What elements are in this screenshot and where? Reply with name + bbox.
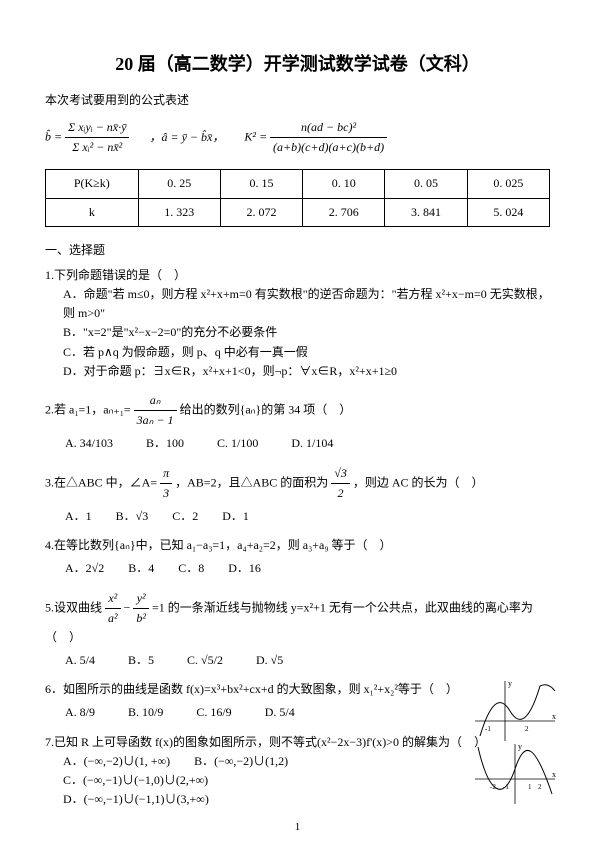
q1-stem: 1.下列命题错误的是（ ） (45, 266, 550, 285)
q5-d2: b² (133, 609, 149, 628)
q5-minus: − (124, 600, 131, 614)
cell: 0. 15 (220, 170, 302, 198)
q3-f2d: 2 (331, 484, 350, 503)
formula-row: b̂ = Σ xᵢyᵢ − nx̄·ȳ Σ xᵢ² − nx̄² ，â = ȳ … (45, 118, 550, 157)
question-4: 4.在等比数列{aₙ}中，已知 a₁−a₃=1，a₄+a₂=2，则 a₃+a₉ … (45, 536, 550, 578)
q2-opt-a: A. 34/103 (65, 434, 113, 453)
svg-text:1: 1 (528, 783, 532, 791)
question-1: 1.下列命题错误的是（ ） A．命题"若 m≤0，则方程 x²+x+m=0 有实… (45, 266, 550, 381)
question-7: 7.已知 R 上可导函数 f(x)的图象如图所示，则不等式(x²−2x−3)f'… (45, 733, 550, 810)
cell: k (46, 198, 139, 226)
table-row: k 1. 323 2. 072 2. 706 3. 841 5. 024 (46, 198, 550, 226)
q4-stem: 4.在等比数列{aₙ}中，已知 a₁−a₃=1，a₄+a₂=2，则 a₃+a₉ … (45, 536, 550, 555)
q2-opt-b: B．100 (146, 434, 184, 453)
cell: 1. 323 (138, 198, 220, 226)
svg-text:x: x (552, 770, 556, 779)
f1-den: Σ xᵢ² − nx̄² (65, 138, 129, 157)
q5-opt-a: A. 5/4 (65, 651, 95, 670)
f3-num: n(ad − bc)² (270, 118, 387, 138)
formula-k-left: K² = (244, 129, 267, 143)
q5-stem-a: 5.设双曲线 (45, 600, 102, 614)
question-3: 3.在△ABC 中，∠A= π3 ，AB=2，且△ABC 的面积为 √32 ，则… (45, 464, 550, 527)
question-5: 5.设双曲线 x²a² − y²b² =1 的一条渐近线与抛物线 y=x²+1 … (45, 589, 550, 671)
q2-den: 3aₙ − 1 (134, 411, 177, 430)
q2-opt-c: C. 1/100 (217, 434, 258, 453)
q6-opt-a: A. 8/9 (65, 703, 95, 722)
page-number: 1 (45, 819, 550, 837)
q1-opt-c: C．若 p∧q 为假命题，则 p、q 中必有一真一假 (63, 343, 550, 362)
f1-num: Σ xᵢyᵢ − nx̄·ȳ (65, 118, 129, 138)
q2-stem-a: 2.若 a₁=1，aₙ₊₁= (45, 402, 131, 416)
k-table: P(K≥k) 0. 25 0. 15 0. 10 0. 05 0. 025 k … (45, 169, 550, 226)
q5-opt-c: C. √5/2 (187, 651, 223, 670)
q3-opts: A．1 B．√3 C．2 D．1 (65, 507, 550, 526)
svg-text:-2: -2 (490, 783, 496, 791)
question-2: 2.若 a₁=1，aₙ₊₁= aₙ 3aₙ − 1 给出的数列{aₙ}的第 34… (45, 391, 550, 454)
page-title: 20 届（高二数学）开学测试数学试卷（文科） (45, 50, 550, 79)
q6-opt-d: D. 5/4 (265, 703, 295, 722)
svg-text:y: y (508, 679, 512, 688)
cell: 0. 025 (467, 170, 549, 198)
q3-f2n: √3 (331, 464, 350, 484)
f3-den: (a+b)(c+d)(a+c)(b+d) (270, 138, 387, 157)
svg-text:y: y (518, 742, 522, 751)
q1-opt-a: A．命题"若 m≤0，则方程 x²+x+m=0 有实数根"的逆否命题为："若方程… (63, 285, 550, 323)
table-row: P(K≥k) 0. 25 0. 15 0. 10 0. 05 0. 025 (46, 170, 550, 198)
q5-n2: y² (133, 589, 149, 609)
cell: P(K≥k) (46, 170, 139, 198)
svg-text:2: 2 (538, 783, 542, 791)
q2-num: aₙ (134, 391, 177, 411)
cell: 2. 072 (220, 198, 302, 226)
cell: 0. 10 (303, 170, 385, 198)
q5-opt-b: B．5 (128, 651, 154, 670)
q3-f1n: π (160, 464, 172, 484)
derivative-graph-icon: x y -2 -1 12 (470, 739, 560, 809)
svg-text:x: x (552, 712, 556, 721)
section-1-head: 一、选择题 (45, 241, 550, 260)
cell: 0. 05 (385, 170, 467, 198)
formula-a: ，â = ȳ − b̂x̄， (149, 128, 224, 147)
q3-f1d: 3 (160, 484, 172, 503)
intro-text: 本次考试要用到的公式表述 (45, 91, 550, 110)
q2-stem-b: 给出的数列{aₙ}的第 34 项（ ） (180, 402, 352, 416)
q3-stem-b: ，AB=2，且△ABC 的面积为 (175, 475, 328, 489)
q5-d1: a² (105, 609, 121, 628)
cell: 3. 841 (385, 198, 467, 226)
q1-opt-b: B．"x=2"是"x²−x−2=0"的充分不必要条件 (63, 323, 550, 342)
question-6: 6．如图所示的曲线是函数 f(x)=x³+bx²+cx+d 的大致图象，则 x₁… (45, 680, 550, 722)
q3-stem-a: 3.在△ABC 中，∠A= (45, 475, 157, 489)
cell: 5. 024 (467, 198, 549, 226)
q1-opt-d: D．对于命题 p：∃x∈R，x²+x+1<0，则¬p：∀x∈R，x²+x+1≥0 (63, 362, 550, 381)
svg-text:-1: -1 (503, 783, 509, 791)
q5-opt-d: D. √5 (256, 651, 283, 670)
q6-opt-c: C. 16/9 (196, 703, 231, 722)
q5-n1: x² (105, 589, 121, 609)
q4-opts: A．2√2 B．4 C．8 D．16 (65, 559, 550, 578)
q6-opt-b: B. 10/9 (128, 703, 163, 722)
cell: 0. 25 (138, 170, 220, 198)
cell: 2. 706 (303, 198, 385, 226)
q3-stem-c: ，则边 AC 的长为（ ） (353, 475, 484, 489)
q2-opt-d: D. 1/104 (291, 434, 333, 453)
formula-b-left: b̂ = (45, 129, 62, 143)
